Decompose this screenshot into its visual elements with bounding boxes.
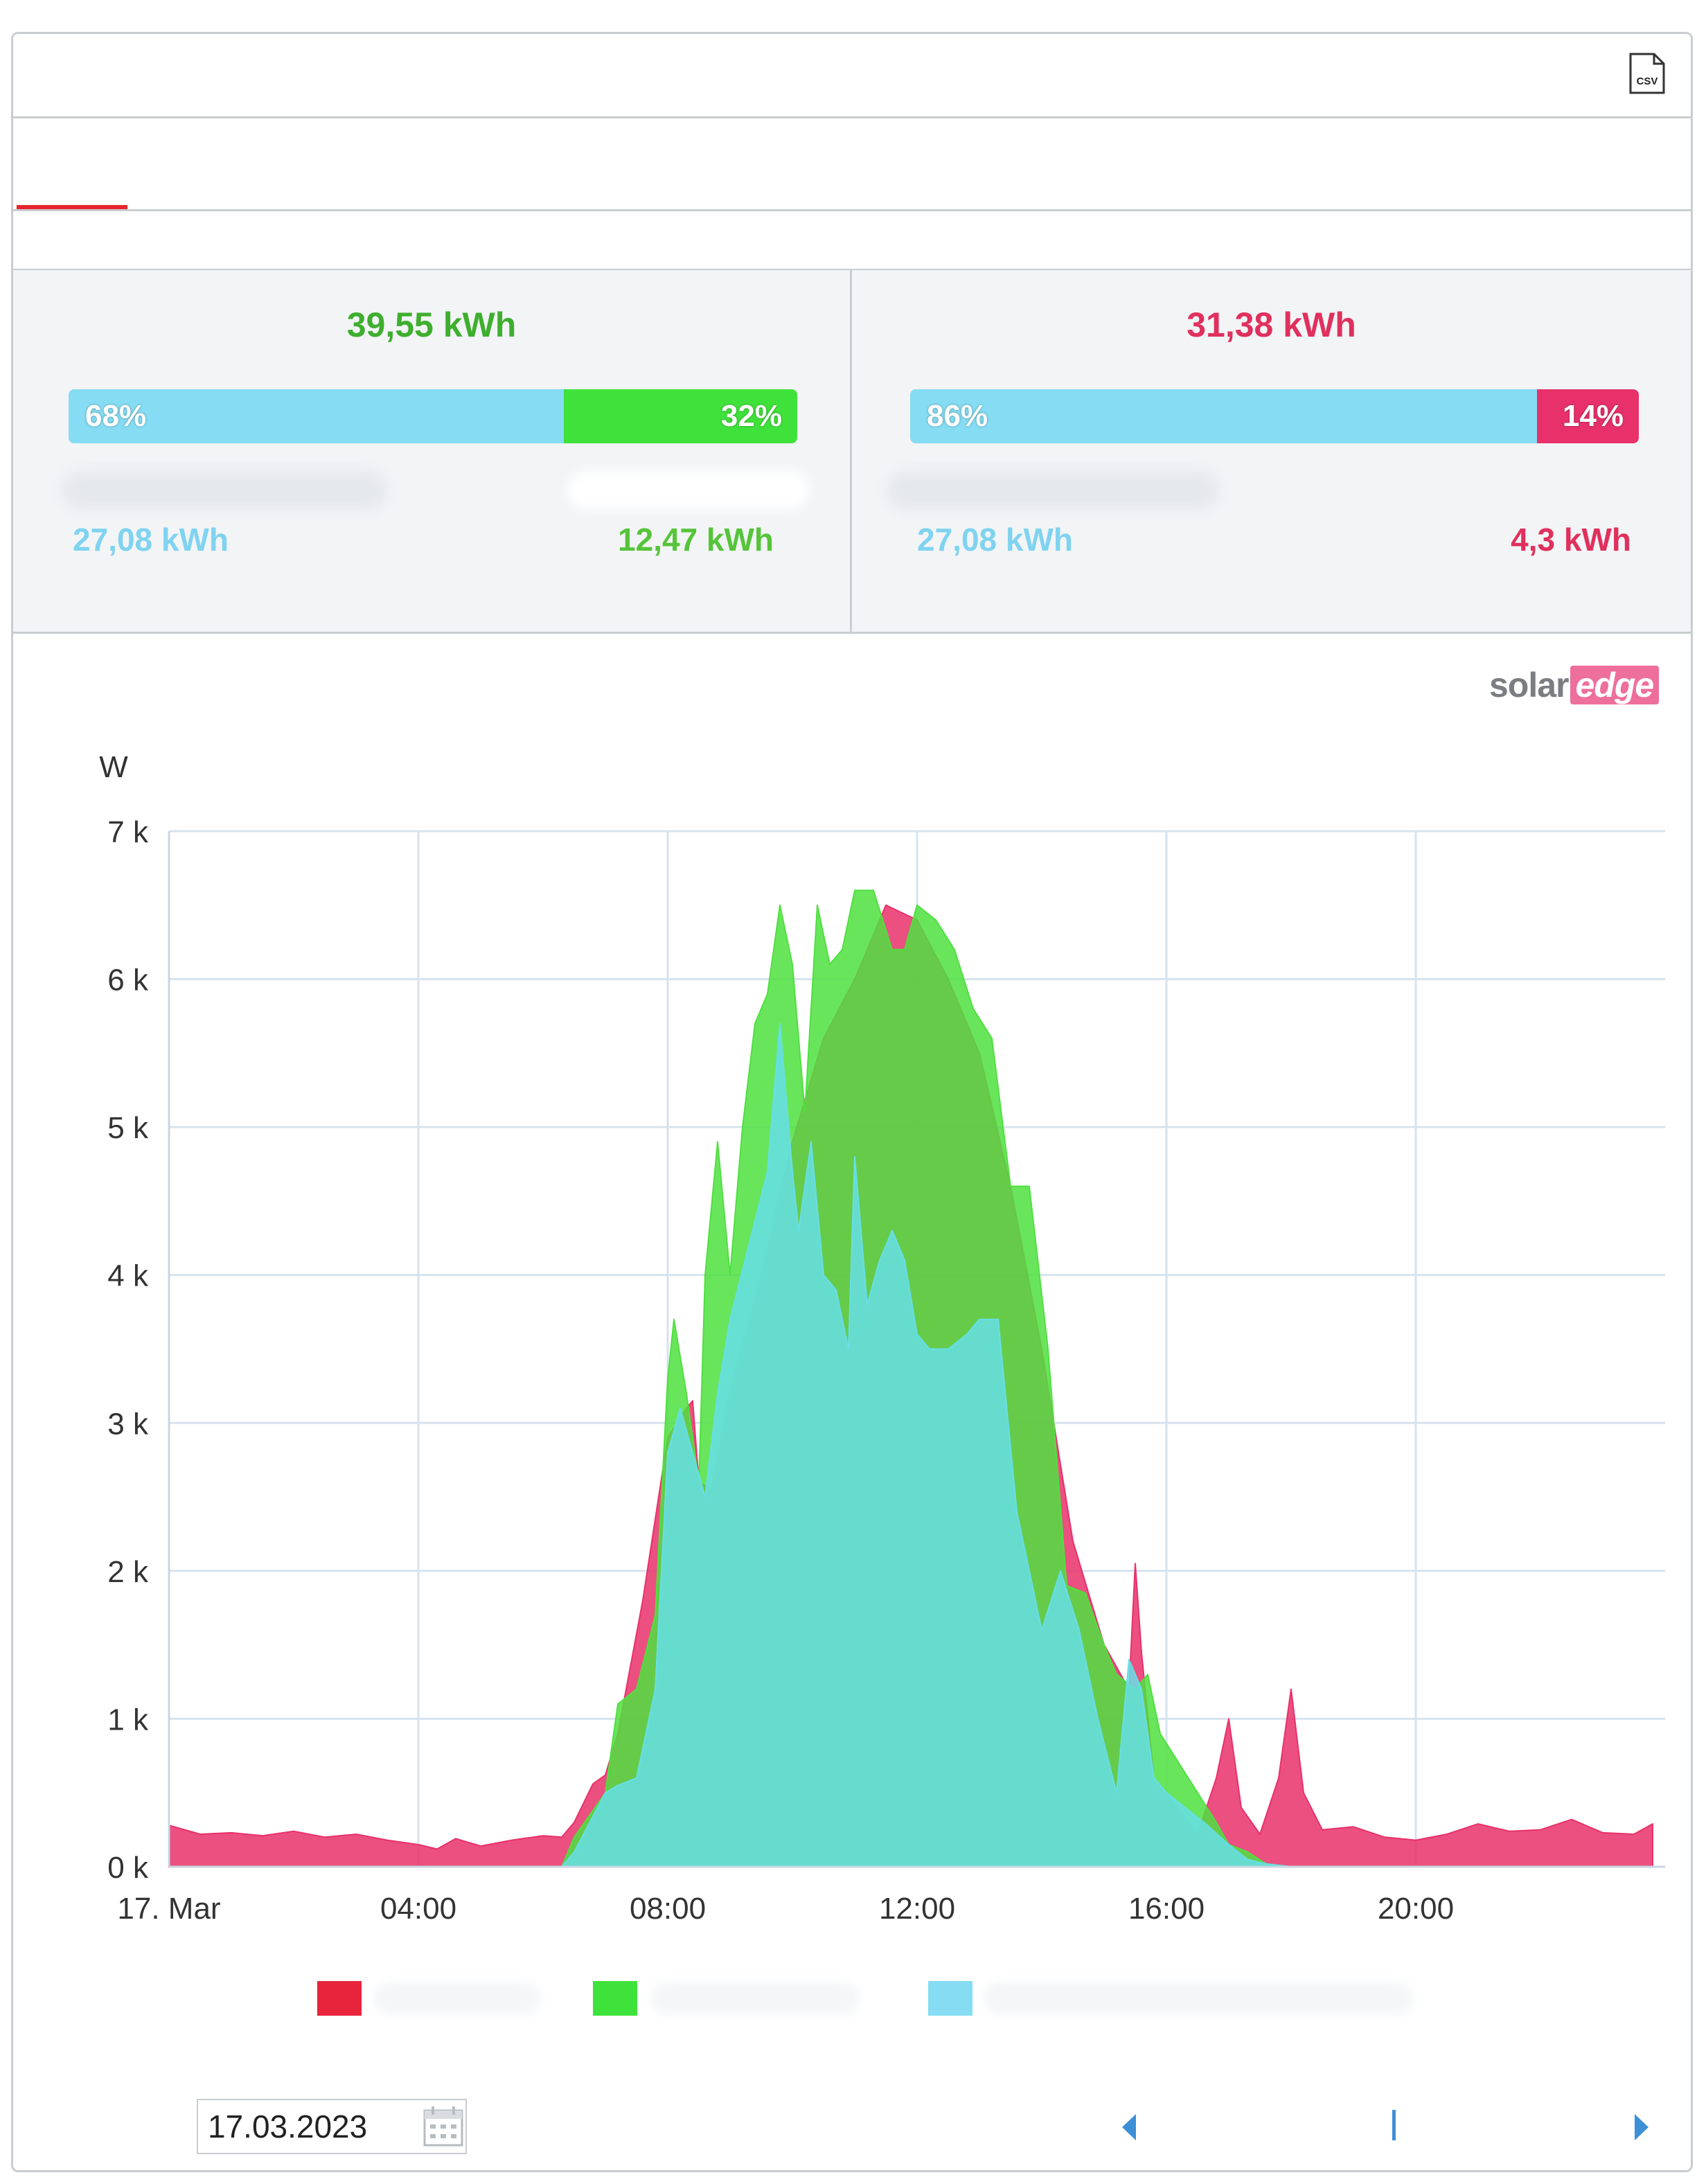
y-tick-label: 3 k: [107, 1407, 149, 1441]
consumption-panel: 31,38 kWh 86% 14% 27,08 kWh 4,3 kWh: [852, 270, 1691, 632]
svg-text:CSV: CSV: [1637, 76, 1658, 87]
subheader-divider: [11, 269, 1693, 271]
chevron-left-icon: [1122, 2114, 1136, 2140]
y-axis-label: W: [99, 750, 128, 784]
legend-label-self-consumption: [984, 1982, 1413, 2014]
x-tick-label: 16:00: [1128, 1892, 1205, 1926]
y-tick-label: 7 k: [107, 815, 149, 849]
consumption-self-value: 27,08 kWh: [917, 522, 1073, 558]
y-tick-label: 6 k: [107, 964, 149, 997]
panels-divider: [11, 632, 1693, 634]
y-tick-label: 4 k: [107, 1259, 149, 1293]
period-separator: [1392, 2110, 1396, 2140]
previous-period-button[interactable]: [1115, 2110, 1143, 2145]
production-total: 39,55 kWh: [346, 305, 517, 344]
solaredge-logo: solar edge: [1489, 665, 1660, 705]
y-tick-label: 5 k: [107, 1111, 149, 1145]
active-tab-indicator: [17, 205, 127, 209]
consumption-grid-value: 4,3 kWh: [1511, 522, 1631, 558]
legend-swatch-self-consumption[interactable]: [928, 1981, 972, 2016]
production-self-segment: 68%: [69, 389, 565, 443]
x-tick-label: 08:00: [630, 1892, 706, 1926]
production-export-segment: 32%: [564, 389, 797, 443]
production-export-percent: 32%: [720, 399, 782, 433]
consumption-grid-percent: 14%: [1562, 399, 1624, 433]
tabs-divider: [11, 209, 1693, 211]
consumption-total: 31,38 kWh: [1187, 305, 1356, 344]
x-tick-label: 12:00: [879, 1892, 955, 1926]
legend-swatch-consumption[interactable]: [317, 1981, 362, 2016]
legend-label-consumption: [374, 1982, 540, 2014]
csv-export-button[interactable]: CSV: [1628, 53, 1667, 96]
blurred-label: [62, 471, 387, 510]
x-tick-label: 20:00: [1378, 1892, 1454, 1926]
legend-swatch-production[interactable]: [593, 1981, 637, 2016]
legend-label-production: [651, 1982, 859, 2014]
x-tick-label: 17. Mar: [117, 1892, 220, 1926]
production-export-value: 12,47 kWh: [618, 522, 774, 558]
y-tick-label: 1 k: [107, 1703, 149, 1737]
header-divider: [11, 116, 1693, 118]
production-self-value: 27,08 kWh: [73, 522, 229, 558]
blurred-label: [567, 471, 810, 510]
consumption-split-bar: 86% 14%: [910, 389, 1639, 443]
series-area-3: [561, 1022, 1292, 1867]
date-input[interactable]: [197, 2099, 467, 2154]
calendar-icon: [423, 2106, 463, 2147]
production-self-percent: 68%: [85, 399, 147, 433]
production-split-bar: 68% 32%: [69, 389, 797, 443]
x-tick-label: 04:00: [380, 1892, 456, 1926]
production-panel: 39,55 kWh 68% 32% 27,08 kWh 12,47 kWh: [13, 270, 852, 632]
y-tick-label: 0 k: [107, 1851, 149, 1885]
consumption-self-percent: 86%: [927, 399, 988, 433]
blurred-label: [887, 471, 1219, 510]
y-tick-label: 2 k: [107, 1555, 149, 1589]
csv-file-icon: CSV: [1629, 53, 1665, 94]
calendar-button[interactable]: [420, 2099, 467, 2154]
consumption-grid-segment: 14%: [1536, 389, 1639, 443]
next-period-button[interactable]: [1628, 2110, 1655, 2145]
consumption-self-segment: 86%: [910, 389, 1537, 443]
chevron-right-icon: [1635, 2114, 1649, 2140]
